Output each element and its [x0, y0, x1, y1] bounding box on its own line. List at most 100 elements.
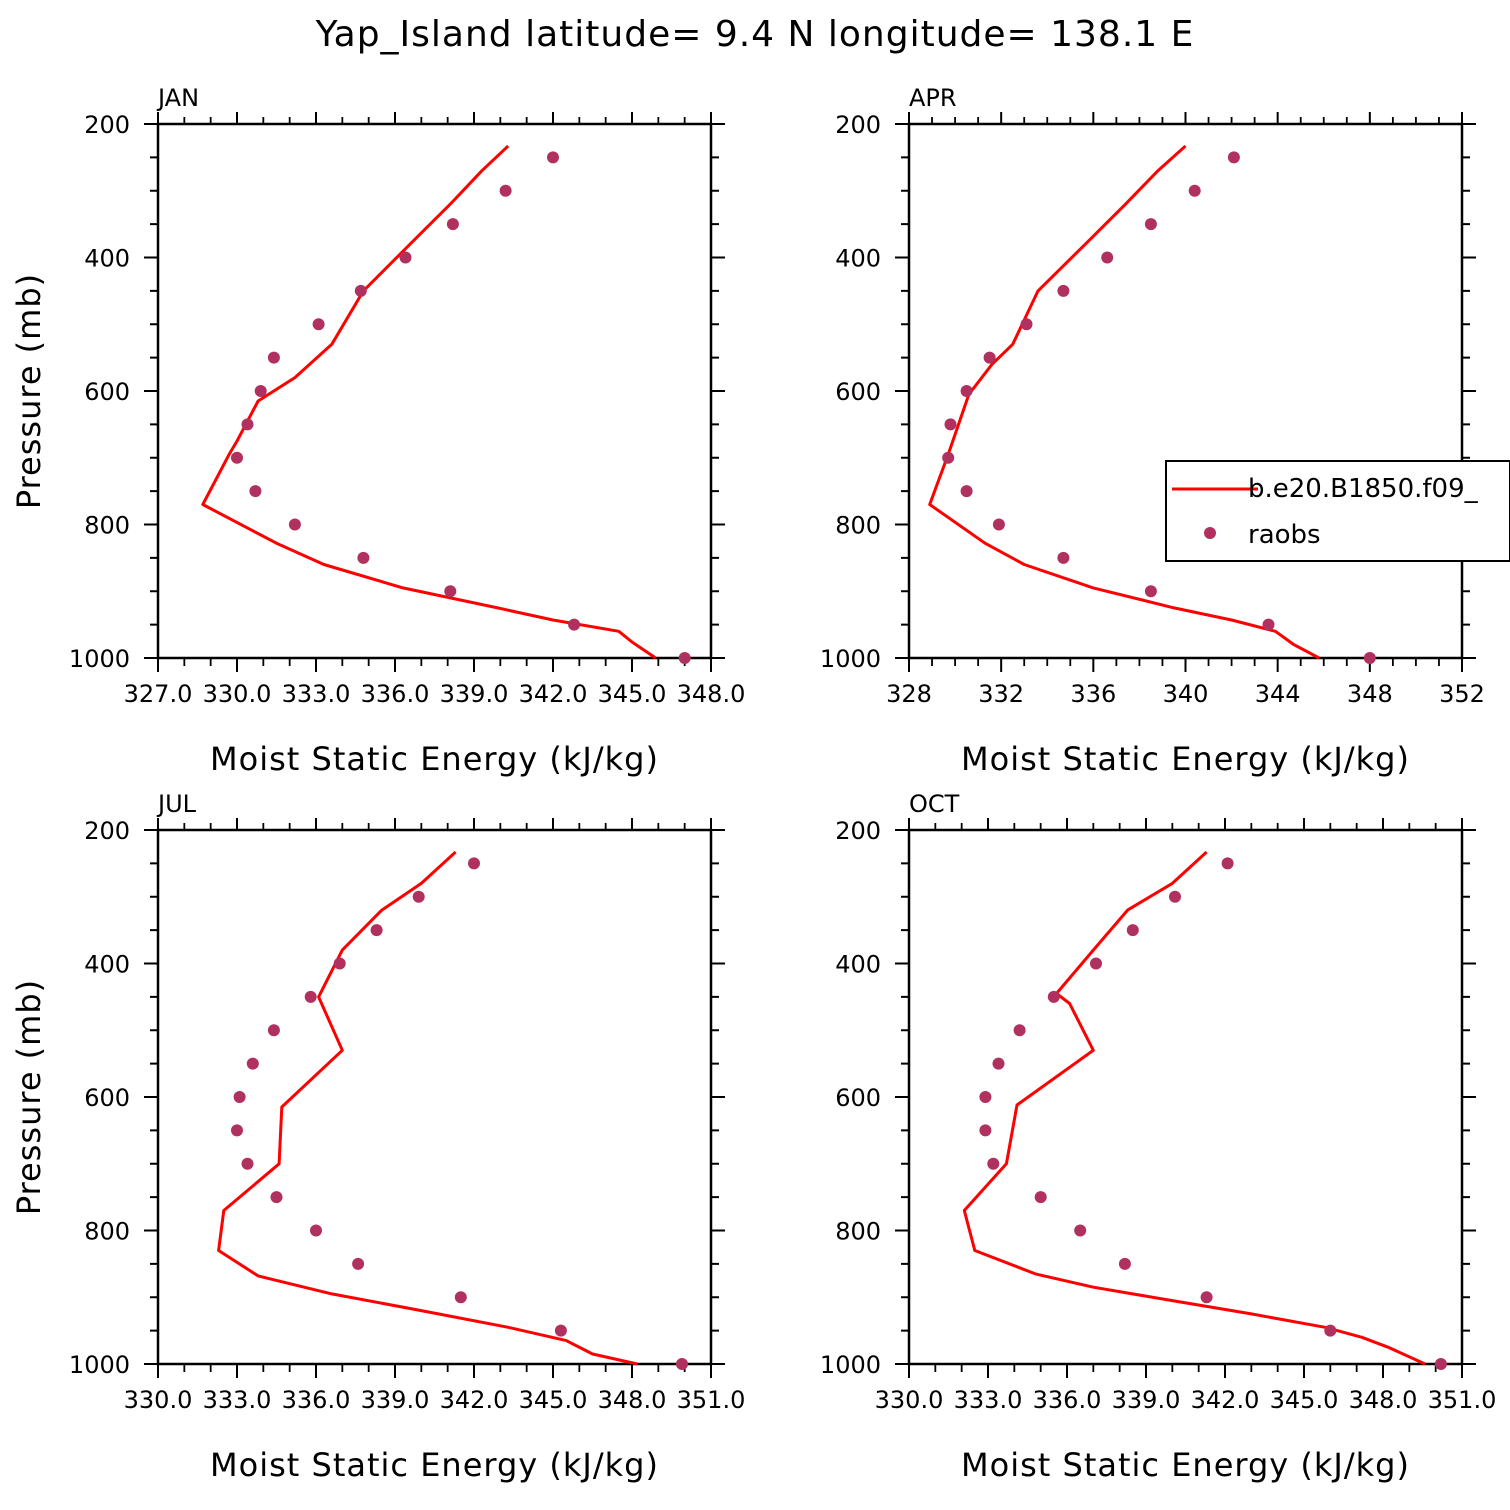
raobs-point — [1262, 618, 1275, 631]
x-tick-label: 352 — [1439, 680, 1485, 708]
raobs-point — [399, 251, 412, 264]
raobs-point — [231, 1124, 243, 1137]
raobs-point — [254, 385, 267, 397]
raobs-point — [1200, 1291, 1213, 1304]
raobs-point — [412, 890, 425, 903]
raobs-point — [312, 318, 325, 331]
x-tick-label: 348.0 — [677, 680, 746, 708]
y-tick-label: 400 — [835, 951, 881, 979]
x-tick-label: 330.0 — [875, 1386, 944, 1414]
y-tick-label: 200 — [835, 111, 881, 139]
plot-frame — [907, 828, 1464, 1366]
x-tick-label: 340 — [1163, 680, 1209, 708]
y-tick-label: 600 — [84, 1084, 130, 1112]
raobs-point — [1169, 890, 1181, 903]
panel-label: OCT — [909, 790, 960, 818]
panel-oct: 330.0 333.0 336.0 339.0 342.0 345.0 348.0 351.0… — [820, 790, 1496, 1484]
panel-label: APR — [909, 84, 957, 112]
y-tick-label: 400 — [84, 245, 130, 273]
raobs-point — [1324, 1324, 1337, 1337]
raobs-point — [1118, 1257, 1131, 1270]
y-tick-label: 200 — [835, 817, 881, 845]
raobs-point — [241, 1157, 254, 1170]
model-profile-line — [928, 144, 1320, 660]
raobs-point — [370, 924, 383, 937]
x-tick-label: 348.0 — [1349, 1386, 1418, 1414]
raobs-point — [554, 1324, 567, 1337]
raobs-point — [942, 451, 955, 464]
raobs-point — [249, 485, 262, 498]
raobs-point — [333, 957, 346, 970]
y-tick-label: 800 — [835, 1218, 881, 1246]
legend-obs-label: raobs — [1248, 520, 1321, 550]
raobs-point — [1074, 1224, 1087, 1237]
raobs-point — [1227, 151, 1240, 164]
y-tick-label: 400 — [84, 951, 130, 979]
x-tick-label: 336.0 — [1033, 1386, 1102, 1414]
x-tick-label: 330.0 — [124, 1386, 193, 1414]
plot-frame — [156, 122, 713, 660]
raobs-point — [1057, 284, 1070, 297]
legend-obs-marker-swatch — [1204, 527, 1216, 539]
x-tick-label: 339.0 — [361, 1386, 430, 1414]
model-profile-line — [962, 850, 1426, 1366]
y-tick-label: 600 — [835, 1084, 881, 1112]
raobs-point — [1188, 184, 1201, 197]
raobs-point — [357, 551, 370, 564]
x-tick-label: 339.0 — [440, 680, 509, 708]
y-tick-label: 400 — [835, 245, 881, 273]
y-axis-label: Pressure (mb) — [10, 273, 48, 509]
x-tick-label: 342.0 — [1191, 1386, 1260, 1414]
raobs-point — [1434, 1358, 1447, 1370]
raobs-point — [1221, 857, 1234, 870]
raobs-point — [1047, 990, 1060, 1003]
raobs-point — [1013, 1024, 1026, 1037]
x-tick-label: 330.0 — [203, 680, 272, 708]
raobs-point — [960, 485, 973, 498]
y-tick-label: 800 — [835, 512, 881, 540]
raobs-point — [676, 1358, 688, 1370]
raobs-point — [992, 1057, 1005, 1070]
raobs-point — [547, 151, 559, 164]
raobs-point — [1101, 251, 1114, 264]
raobs-point — [987, 1157, 1000, 1170]
x-tick-label: 339.0 — [1112, 1386, 1181, 1414]
raobs-point — [678, 652, 691, 664]
y-tick-label: 600 — [835, 378, 881, 406]
legend-frame — [1165, 460, 1510, 562]
raobs-point — [267, 351, 280, 364]
legend: b.e20.B1850.f09_ raobs — [1165, 460, 1510, 562]
y-tick-label: 600 — [84, 378, 130, 406]
raobs-point — [468, 857, 480, 870]
x-tick-label: 351.0 — [1428, 1386, 1497, 1414]
raobs-point — [944, 418, 957, 431]
raobs-point — [1126, 924, 1139, 937]
y-tick-label: 1000 — [69, 1351, 130, 1379]
x-axis-label: Moist Static Energy (kJ/kg) — [961, 740, 1410, 778]
raobs-point — [1020, 318, 1033, 331]
x-tick-label: 332 — [978, 680, 1024, 708]
x-tick-label: 336.0 — [282, 1386, 351, 1414]
raobs-point — [1144, 218, 1157, 231]
panel-grid: 327.0 330.0 333.0 336.0 339.0 342.0 345.0 348.0… — [10, 84, 1496, 1484]
panel-label: JUL — [156, 790, 197, 818]
x-tick-label: 336 — [1070, 680, 1116, 708]
x-tick-label: 342.0 — [440, 1386, 509, 1414]
raobs-point — [267, 1024, 280, 1037]
raobs-point — [352, 1257, 365, 1270]
x-axis-label: Moist Static Energy (kJ/kg) — [210, 740, 659, 778]
panel-jan: 327.0 330.0 333.0 336.0 339.0 342.0 345.0 348.0… — [10, 84, 745, 778]
y-tick-label: 1000 — [69, 645, 130, 673]
x-tick-label: 336.0 — [361, 680, 430, 708]
x-tick-label: 344 — [1255, 680, 1301, 708]
raobs-point — [288, 518, 301, 531]
raobs-point — [568, 618, 581, 631]
raobs-point — [444, 585, 457, 598]
x-tick-label: 345.0 — [519, 1386, 588, 1414]
raobs-point — [992, 518, 1005, 531]
x-tick-label: 327.0 — [124, 680, 193, 708]
y-axis-label: Pressure (mb) — [10, 979, 48, 1215]
raobs-point — [1363, 652, 1376, 664]
figure-title: Yap_Island latitude= 9.4 N longitude= 13… — [315, 14, 1195, 55]
